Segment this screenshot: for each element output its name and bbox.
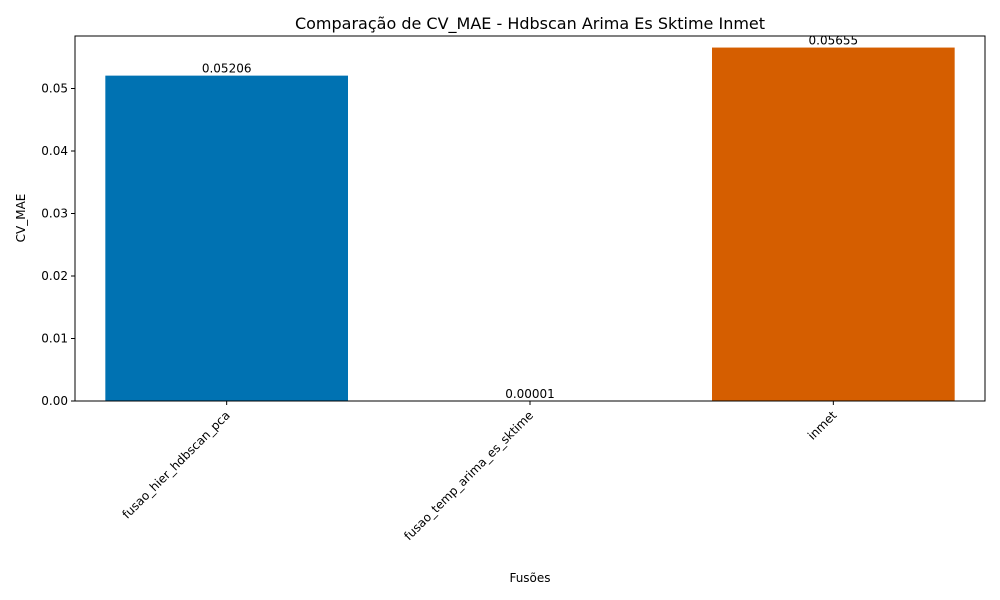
x-axis-label: Fusões (509, 571, 550, 585)
y-tick-label: 0.01 (41, 332, 68, 346)
data-label: 0.00001 (505, 387, 555, 401)
y-axis-label: CV_MAE (14, 194, 28, 243)
y-tick-label: 0.00 (41, 394, 68, 408)
bar-fusao-hier-hdbscan-pca (105, 75, 348, 402)
axes-frame (74, 35, 986, 402)
y-tick-label: 0.04 (41, 144, 68, 158)
data-label: 0.05655 (809, 34, 859, 48)
y-tick-label: 0.02 (41, 269, 68, 283)
chart-title: Comparação de CV_MAE - Hdbscan Arima Es … (295, 14, 765, 34)
bar-inmet (712, 47, 955, 402)
y-tick-label: 0.05 (41, 82, 68, 96)
data-label: 0.05206 (202, 62, 252, 76)
y-tick-label: 0.03 (41, 207, 68, 221)
